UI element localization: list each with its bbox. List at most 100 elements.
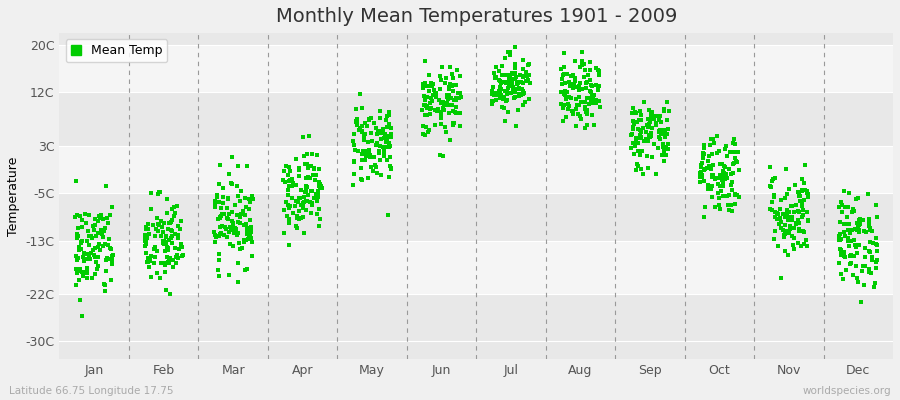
Point	[577, 74, 591, 80]
Point	[85, 235, 99, 242]
Point	[282, 216, 296, 223]
Point	[838, 204, 852, 210]
Point	[652, 128, 667, 134]
Point	[220, 215, 234, 221]
Point	[727, 149, 742, 156]
Point	[712, 202, 726, 208]
Point	[773, 205, 788, 212]
Point	[383, 163, 398, 170]
Point	[230, 218, 245, 225]
Point	[383, 131, 398, 138]
Point	[766, 176, 780, 182]
Point	[785, 217, 799, 223]
Point	[158, 260, 172, 266]
Point	[163, 291, 177, 297]
Point	[572, 86, 587, 92]
Point	[500, 90, 514, 97]
Point	[771, 210, 786, 217]
Point	[80, 270, 94, 277]
Point	[790, 208, 805, 214]
Point	[213, 214, 228, 220]
Point	[485, 90, 500, 97]
Point	[417, 92, 431, 99]
Point	[486, 98, 500, 104]
Point	[778, 214, 793, 220]
Point	[850, 274, 865, 281]
Point	[449, 81, 464, 88]
Point	[224, 226, 238, 233]
Point	[508, 76, 522, 82]
Point	[584, 96, 598, 103]
Point	[225, 181, 239, 188]
Point	[580, 107, 594, 113]
Point	[434, 100, 448, 106]
Point	[163, 220, 177, 226]
Point	[440, 94, 454, 100]
Point	[428, 93, 443, 100]
Point	[422, 127, 436, 134]
Point	[843, 252, 858, 258]
Point	[768, 228, 782, 234]
Point	[347, 142, 362, 149]
Point	[86, 247, 100, 253]
Point	[660, 98, 674, 105]
Point	[355, 122, 369, 129]
Point	[379, 139, 393, 146]
Point	[176, 252, 190, 258]
Point	[418, 112, 432, 118]
Point	[787, 225, 801, 231]
Point	[586, 98, 600, 104]
Point	[509, 86, 524, 92]
Point	[849, 263, 863, 270]
Point	[630, 161, 644, 167]
Point	[856, 216, 870, 223]
Point	[500, 96, 514, 103]
Point	[96, 227, 111, 234]
Point	[77, 250, 92, 256]
Point	[420, 129, 435, 135]
Point	[207, 229, 221, 235]
Point	[572, 80, 587, 86]
Point	[366, 154, 381, 160]
Point	[175, 241, 189, 247]
Point	[626, 118, 640, 124]
Point	[217, 211, 231, 217]
Point	[842, 243, 857, 250]
Point	[448, 95, 463, 101]
Point	[139, 238, 153, 244]
Point	[291, 199, 305, 205]
Point	[715, 177, 729, 183]
Point	[720, 192, 734, 199]
Point	[241, 206, 256, 212]
Point	[289, 222, 303, 229]
Point	[644, 111, 658, 118]
Point	[639, 136, 653, 142]
Point	[77, 211, 92, 218]
Bar	[59, 193, 893, 240]
Point	[228, 202, 242, 208]
Point	[70, 254, 85, 261]
Point	[174, 244, 188, 250]
Point	[834, 247, 849, 254]
Point	[168, 210, 183, 216]
Point	[774, 274, 788, 281]
Point	[649, 122, 663, 128]
Point	[554, 101, 569, 107]
Point	[729, 158, 743, 164]
Point	[631, 148, 645, 154]
Point	[571, 110, 585, 117]
Point	[72, 276, 86, 283]
Point	[208, 203, 222, 210]
Point	[308, 177, 322, 183]
Point	[173, 226, 187, 232]
Point	[140, 255, 155, 262]
Point	[641, 121, 655, 128]
Point	[698, 167, 712, 174]
Point	[376, 126, 391, 132]
Point	[295, 214, 310, 220]
Point	[153, 275, 167, 281]
Point	[494, 79, 508, 86]
Point	[246, 193, 260, 199]
Point	[233, 198, 248, 204]
Point	[869, 202, 884, 208]
